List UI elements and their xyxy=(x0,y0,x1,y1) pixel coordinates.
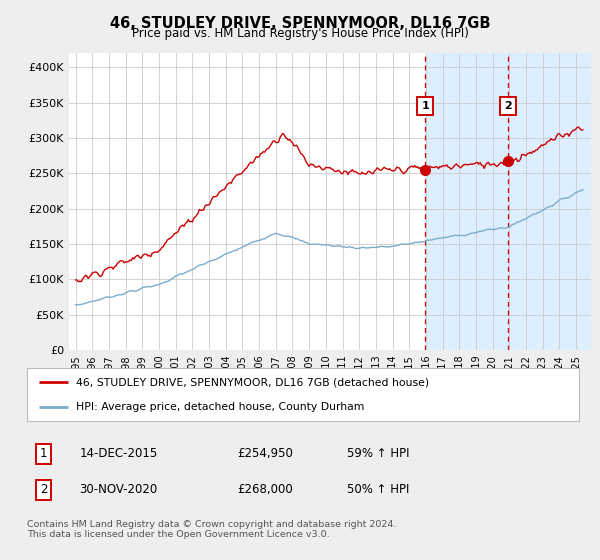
Text: Contains HM Land Registry data © Crown copyright and database right 2024.
This d: Contains HM Land Registry data © Crown c… xyxy=(27,520,397,539)
Text: 1: 1 xyxy=(40,447,47,460)
Text: 50% ↑ HPI: 50% ↑ HPI xyxy=(347,483,410,497)
Text: 2: 2 xyxy=(40,483,47,497)
Text: 46, STUDLEY DRIVE, SPENNYMOOR, DL16 7GB: 46, STUDLEY DRIVE, SPENNYMOOR, DL16 7GB xyxy=(110,16,490,31)
Text: HPI: Average price, detached house, County Durham: HPI: Average price, detached house, Coun… xyxy=(76,402,364,412)
Text: 59% ↑ HPI: 59% ↑ HPI xyxy=(347,447,410,460)
Text: 46, STUDLEY DRIVE, SPENNYMOOR, DL16 7GB (detached house): 46, STUDLEY DRIVE, SPENNYMOOR, DL16 7GB … xyxy=(76,377,429,388)
Text: £254,950: £254,950 xyxy=(237,447,293,460)
Text: 2: 2 xyxy=(504,101,512,111)
Bar xyxy=(426,53,591,350)
Text: 1: 1 xyxy=(421,101,429,111)
Text: £268,000: £268,000 xyxy=(237,483,293,497)
Text: 14-DEC-2015: 14-DEC-2015 xyxy=(79,447,158,460)
Text: Price paid vs. HM Land Registry's House Price Index (HPI): Price paid vs. HM Land Registry's House … xyxy=(131,27,469,40)
Text: 30-NOV-2020: 30-NOV-2020 xyxy=(79,483,158,497)
